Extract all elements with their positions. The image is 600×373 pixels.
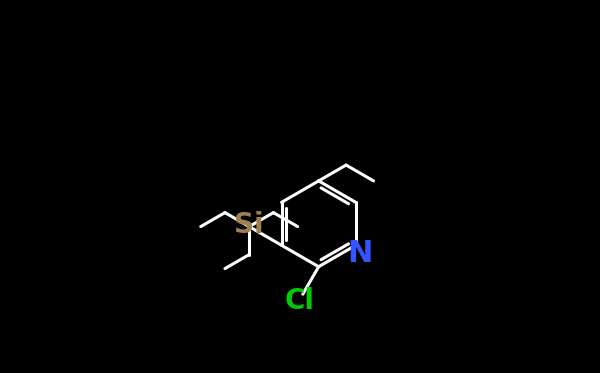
Text: N: N (347, 239, 373, 268)
Text: Si: Si (235, 211, 264, 239)
Text: Cl: Cl (285, 287, 315, 315)
